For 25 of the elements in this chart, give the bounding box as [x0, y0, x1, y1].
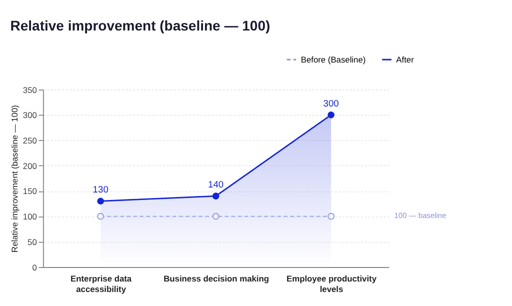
text: 100 — baseline: [394, 211, 446, 220]
point: [97, 198, 104, 205]
y-tick-label: 200: [22, 160, 38, 171]
y-tick-label: 350: [22, 84, 38, 95]
y-tick-label: 0: [32, 262, 38, 272]
chart-title: Relative improvement (baseline — 100): [10, 18, 270, 34]
data-label: 140: [208, 180, 224, 190]
y-axis-title: Relative improvement (baseline — 100): [9, 104, 20, 252]
point: [328, 212, 334, 220]
x-tick-label: Enterprise data accessibility: [70, 274, 132, 294]
legend-label: After: [396, 54, 414, 64]
point: [212, 192, 220, 200]
y-tick-label: 300: [22, 110, 38, 120]
y-tick-label: 250: [22, 136, 38, 146]
y-tick-label: 150: [22, 186, 38, 196]
data-label: 130: [92, 184, 108, 195]
point: [328, 111, 334, 118]
y-tick-label: 100: [22, 212, 38, 222]
x-tick-label: Employee productivity levels: [286, 274, 377, 294]
point: [97, 212, 104, 220]
x-tick-label: Business decision making: [164, 274, 269, 284]
data-label: 300: [323, 98, 339, 108]
point: [212, 212, 220, 220]
y-tick-label: 50: [28, 236, 38, 247]
legend-label: Before (Baseline): [300, 54, 366, 64]
